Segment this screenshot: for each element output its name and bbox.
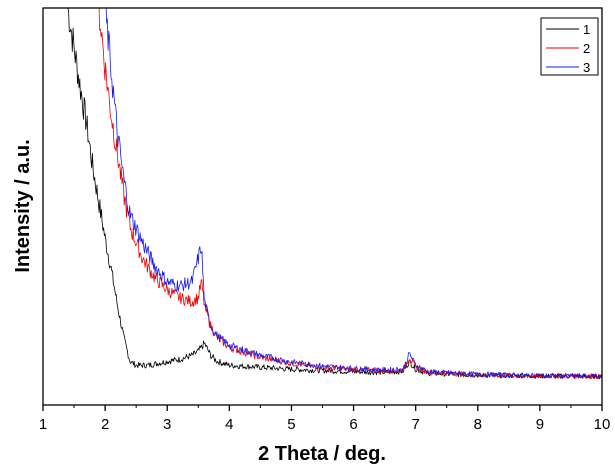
x-tick-label-10: 10 <box>594 416 611 433</box>
x-tick-label-9: 9 <box>536 416 544 433</box>
x-tick-label-5: 5 <box>287 416 295 433</box>
x-tick-label-2: 2 <box>101 416 109 433</box>
x-axis-ticks: 1 2 3 4 5 6 7 8 9 10 <box>39 405 611 433</box>
series-layer <box>67 8 602 380</box>
legend-label-1: 1 <box>583 22 590 37</box>
x-axis-label: 2 Theta / deg. <box>258 443 386 465</box>
legend-label-2: 2 <box>583 41 590 56</box>
legend-box <box>540 17 599 76</box>
series-line-3 <box>105 8 602 379</box>
legend-label-3: 3 <box>583 60 590 75</box>
x-tick-label-7: 7 <box>411 416 419 433</box>
x-tick-label-3: 3 <box>163 416 171 433</box>
series-line-1 <box>67 8 602 380</box>
x-tick-label-4: 4 <box>225 416 233 433</box>
x-tick-label-8: 8 <box>474 416 482 433</box>
y-axis-label: Intensity / a.u. <box>12 139 34 272</box>
series-line-2 <box>98 8 602 380</box>
legend: 1 2 3 <box>540 17 599 76</box>
x-tick-label-1: 1 <box>39 416 47 433</box>
x-tick-label-6: 6 <box>349 416 357 433</box>
